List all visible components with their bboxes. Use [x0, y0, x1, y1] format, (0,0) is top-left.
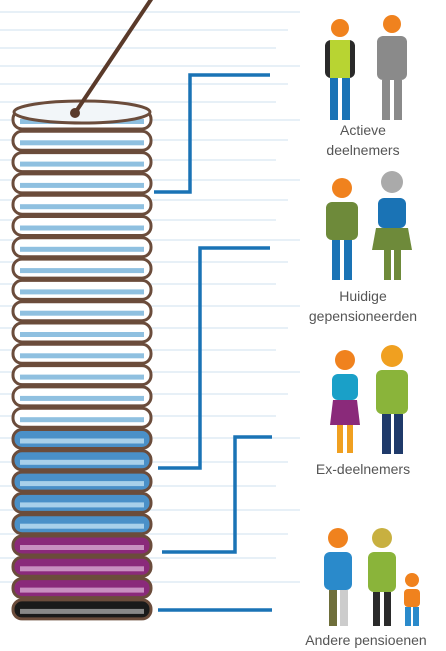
- coin-stack: [11, 99, 153, 621]
- icon-actieve: [325, 15, 407, 120]
- coin-band: [20, 502, 144, 508]
- coin-band: [20, 268, 144, 274]
- coin-band: [20, 204, 144, 210]
- coin-band: [20, 417, 144, 423]
- label: gepensioneerden: [309, 308, 417, 324]
- label: deelnemers: [326, 142, 399, 158]
- icon-andere: [324, 528, 420, 626]
- label: Ex-deelnemers: [316, 461, 410, 477]
- icon-gepensioneerden: [326, 171, 412, 280]
- coin-band: [20, 438, 144, 444]
- coin-band: [20, 566, 144, 572]
- coin-band: [20, 587, 144, 593]
- coin-band: [20, 289, 144, 295]
- coin-band: [20, 523, 144, 529]
- icon-ex-deelnemers: [330, 345, 408, 454]
- coin-band: [20, 332, 144, 337]
- coin-band: [20, 353, 144, 359]
- coin-band: [20, 608, 144, 614]
- coin-band: [20, 545, 144, 550]
- coin-band: [20, 310, 144, 316]
- coin-band: [20, 459, 144, 465]
- coin-band: [20, 140, 144, 146]
- coin-band: [20, 374, 144, 380]
- coin-band: [20, 225, 144, 231]
- pointer: [73, 0, 154, 115]
- bracket: [162, 435, 272, 554]
- label: Huidige: [339, 288, 387, 304]
- label: Actieve: [340, 122, 386, 138]
- bracket: [158, 246, 270, 470]
- coin-band: [20, 246, 144, 252]
- coin-band: [20, 395, 144, 401]
- coin-band: [20, 182, 144, 188]
- brackets: [154, 73, 272, 612]
- label: Andere pensioenen: [305, 632, 426, 648]
- coin-band: [20, 481, 144, 487]
- pointer-tip: [70, 108, 80, 118]
- bracket: [154, 73, 270, 194]
- coin-band: [20, 161, 144, 167]
